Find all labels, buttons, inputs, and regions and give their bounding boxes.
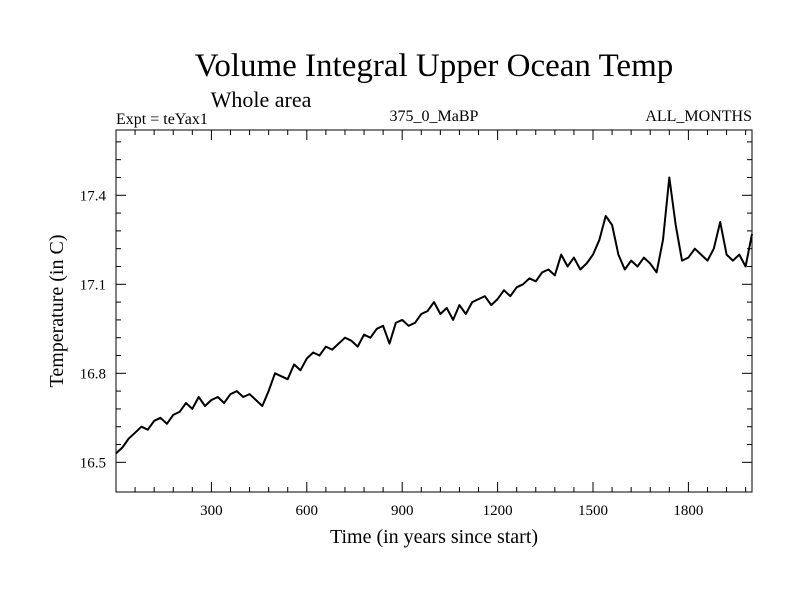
x-tick-label: 1200 — [483, 503, 513, 519]
run-name-label: 375_0_MaBP — [390, 108, 479, 125]
y-tick-label: 17.4 — [80, 188, 107, 204]
x-tick-label: 600 — [296, 503, 319, 519]
experiment-label: Expt = teYax1 — [116, 111, 208, 128]
chart-subtitle: Whole area — [211, 87, 312, 112]
y-tick-label: 16.8 — [80, 366, 106, 382]
months-label: ALL_MONTHS — [645, 108, 752, 125]
plot-area: 300 600 900 1200 1500 1800 16.5 16.8 17.1 17.4 — [80, 130, 753, 519]
series-line-temperature — [115, 176, 753, 455]
y-tick-label: 17.1 — [80, 277, 106, 293]
x-tick-label: 900 — [391, 503, 414, 519]
x-tick-label: 300 — [200, 503, 223, 519]
plot-frame — [115, 129, 753, 493]
x-axis-label: Time (in years since start) — [330, 526, 538, 548]
y-axis-label: Temperature (in C) — [46, 235, 68, 388]
y-tick-label: 16.5 — [80, 455, 106, 471]
x-tick-label: 1500 — [578, 503, 608, 519]
chart-title: Volume Integral Upper Ocean Temp — [195, 48, 673, 84]
x-tick-label: 1800 — [673, 503, 703, 519]
